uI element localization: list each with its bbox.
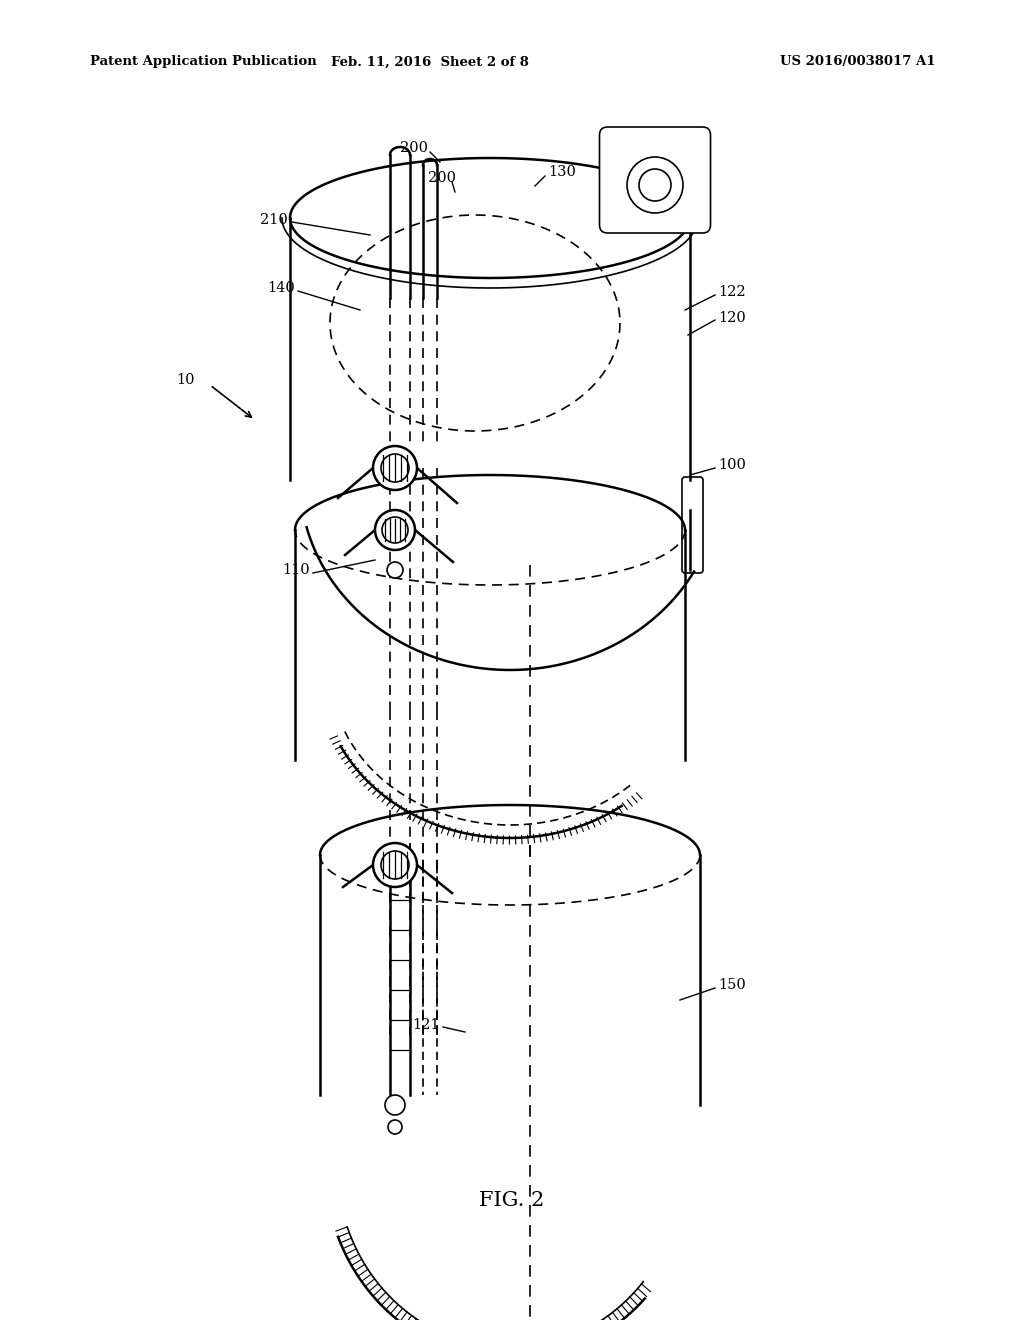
Text: FIG. 2: FIG. 2 <box>479 1191 545 1209</box>
Circle shape <box>388 1119 402 1134</box>
Text: 120: 120 <box>718 312 745 325</box>
Text: 200: 200 <box>428 172 456 185</box>
Circle shape <box>375 510 415 550</box>
Circle shape <box>387 562 403 578</box>
Text: 122: 122 <box>718 285 745 300</box>
Text: 110: 110 <box>283 564 310 577</box>
Circle shape <box>385 1096 406 1115</box>
Circle shape <box>373 843 417 887</box>
FancyBboxPatch shape <box>599 127 711 234</box>
Circle shape <box>373 446 417 490</box>
Circle shape <box>627 157 683 213</box>
Text: 200: 200 <box>400 141 428 154</box>
Circle shape <box>639 169 671 201</box>
Text: US 2016/0038017 A1: US 2016/0038017 A1 <box>780 55 936 69</box>
Circle shape <box>382 517 408 543</box>
Text: 210: 210 <box>260 213 288 227</box>
Text: Feb. 11, 2016  Sheet 2 of 8: Feb. 11, 2016 Sheet 2 of 8 <box>331 55 529 69</box>
Text: 150: 150 <box>718 978 745 993</box>
Circle shape <box>381 851 409 879</box>
Text: 10: 10 <box>176 374 195 387</box>
Text: 100: 100 <box>718 458 745 473</box>
FancyBboxPatch shape <box>682 477 703 573</box>
Text: 130: 130 <box>548 165 575 180</box>
Text: 121: 121 <box>413 1018 440 1032</box>
Text: Patent Application Publication: Patent Application Publication <box>90 55 316 69</box>
Circle shape <box>381 454 409 482</box>
Text: 140: 140 <box>267 281 295 294</box>
